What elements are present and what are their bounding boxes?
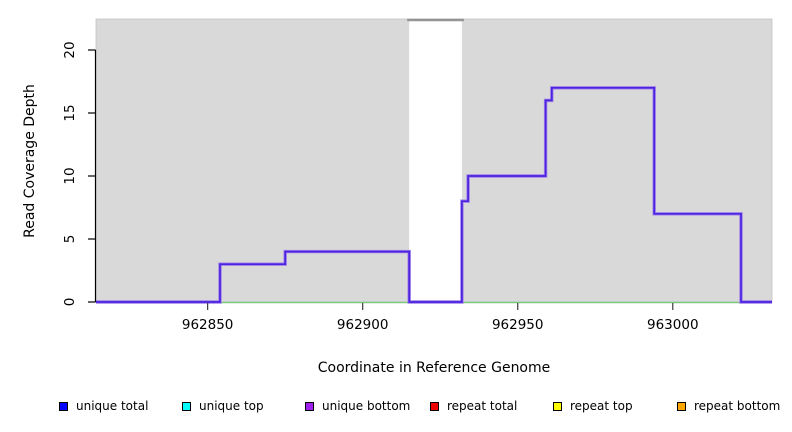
legend-label: unique top bbox=[199, 399, 264, 413]
x-tick-label: 962950 bbox=[491, 317, 544, 333]
legend-swatch-icon bbox=[182, 401, 191, 411]
legend-label: unique bottom bbox=[322, 399, 411, 413]
y-tick-label: 20 bbox=[62, 41, 78, 59]
masked-region-band bbox=[409, 19, 462, 302]
legend-item-repeat-top: repeat top bbox=[553, 398, 633, 414]
x-tick-label: 962900 bbox=[336, 317, 389, 333]
legend-label: repeat top bbox=[570, 399, 633, 413]
legend-swatch-icon bbox=[305, 401, 314, 411]
x-tick-label: 963000 bbox=[646, 317, 699, 333]
y-axis-title: Read Coverage Depth bbox=[22, 84, 38, 238]
legend-item-repeat-bottom: repeat bottom bbox=[677, 398, 780, 414]
legend-label: repeat total bbox=[447, 399, 518, 413]
legend-label: unique total bbox=[76, 399, 149, 413]
y-tick-label: 5 bbox=[62, 234, 78, 244]
y-tick-label: 15 bbox=[62, 104, 78, 122]
legend-item-unique-total: unique total bbox=[59, 398, 148, 414]
x-axis-title: Coordinate in Reference Genome bbox=[317, 360, 551, 376]
plot-legend: unique total unique top unique bottom repea… bbox=[0, 398, 792, 420]
legend-label: repeat bottom bbox=[694, 399, 781, 413]
legend-swatch-icon bbox=[553, 401, 562, 411]
legend-item-repeat-total: repeat total bbox=[430, 398, 517, 414]
legend-item-unique-bottom: unique bottom bbox=[305, 398, 410, 414]
legend-item-unique-top: unique top bbox=[182, 398, 264, 414]
x-tick-label: 962850 bbox=[181, 317, 234, 333]
y-tick-label: 10 bbox=[62, 167, 78, 185]
legend-swatch-icon bbox=[430, 401, 439, 411]
coverage-step-line bbox=[96, 86, 772, 303]
y-tick-label: 0 bbox=[62, 297, 78, 307]
legend-swatch-icon bbox=[59, 401, 68, 411]
legend-swatch-icon bbox=[677, 401, 686, 411]
